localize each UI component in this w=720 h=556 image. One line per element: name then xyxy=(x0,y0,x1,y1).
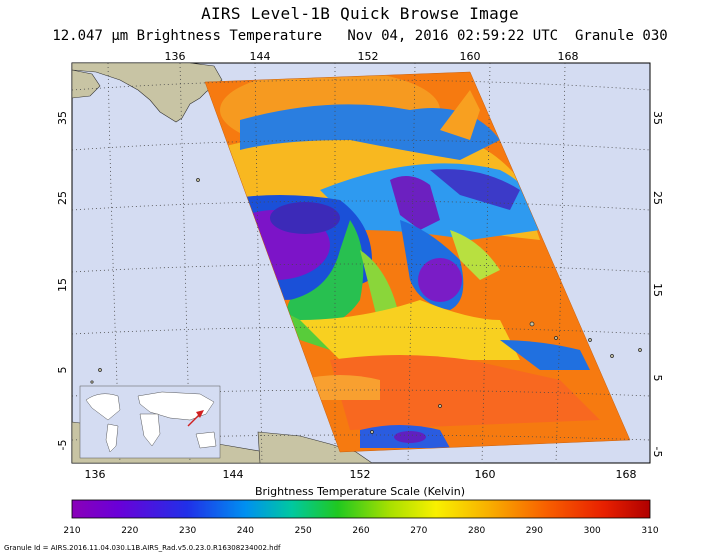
colorbar-tick: 210 xyxy=(63,526,80,536)
lat-label-left: 5 xyxy=(56,367,69,374)
colorbar-ticks: 210 220 230 240 250 260 270 280 290 300 … xyxy=(63,526,658,536)
wavelength-value: 12.047 xyxy=(52,28,103,44)
wavelength-unit: μm xyxy=(111,28,129,44)
colorbar-tick: 260 xyxy=(352,526,369,536)
colorbar-tick: 240 xyxy=(237,526,254,536)
page-title: AIRS Level-1B Quick Browse Image xyxy=(201,4,519,23)
lon-labels-top: 136 144 152 160 168 xyxy=(165,50,579,63)
lat-label-left: 35 xyxy=(56,111,69,125)
colorbar-gradient xyxy=(71,499,651,519)
colorbar-tick: 270 xyxy=(410,526,427,536)
colorbar-tick: 220 xyxy=(121,526,138,536)
lon-label-bottom: 144 xyxy=(223,468,244,481)
islands xyxy=(90,178,642,434)
lat-labels-right: 35 25 15 5 -5 xyxy=(651,111,664,457)
lon-label-top: 152 xyxy=(358,50,379,63)
granule-id: Granule Id = AIRS.2016.11.04.030.L1B.AIR… xyxy=(4,544,281,552)
land-japan xyxy=(72,63,223,123)
lon-label-bottom: 168 xyxy=(616,468,637,481)
lon-labels-bottom: 136 144 152 160 168 xyxy=(85,468,637,481)
lat-label-left: 15 xyxy=(56,278,69,292)
lat-label-right: 5 xyxy=(651,375,664,382)
map-area xyxy=(71,62,651,464)
colorbar-title: Brightness Temperature Scale (Kelvin) xyxy=(255,485,465,498)
land-korea xyxy=(72,69,101,99)
lat-label-left: 25 xyxy=(56,191,69,205)
colorbar: Brightness Temperature Scale (Kelvin) 21… xyxy=(63,485,658,536)
image-subtitle: 12.047 μm Brightness Temperature Nov 04,… xyxy=(0,28,720,44)
lat-label-right: -5 xyxy=(651,447,664,458)
lat-label-right: 15 xyxy=(651,283,664,297)
lon-label-bottom: 136 xyxy=(85,468,106,481)
lon-label-top: 160 xyxy=(460,50,481,63)
colorbar-tick: 290 xyxy=(526,526,543,536)
granule-label: Granule 030 xyxy=(574,28,668,44)
lon-label-top: 144 xyxy=(250,50,271,63)
colorbar-tick: 250 xyxy=(295,526,312,536)
lat-label-right: 25 xyxy=(651,191,664,205)
lat-label-right: 35 xyxy=(651,111,664,125)
world-locator-inset xyxy=(79,385,221,459)
land-new-guinea xyxy=(257,431,373,463)
lon-label-bottom: 152 xyxy=(350,468,371,481)
colorbar-tick: 300 xyxy=(584,526,601,536)
lat-labels-left: 35 25 15 5 -5 xyxy=(56,111,69,450)
colorbar-tick: 310 xyxy=(641,526,658,536)
lon-label-bottom: 160 xyxy=(475,468,496,481)
observation-time: 02:59:22 UTC xyxy=(456,28,559,44)
swath-outline xyxy=(204,71,631,453)
lon-label-top: 136 xyxy=(165,50,186,63)
colorbar-tick: 230 xyxy=(179,526,196,536)
observation-date: Nov 04, 2016 xyxy=(347,28,449,44)
lat-label-left: -5 xyxy=(56,440,69,451)
colorbar-tick: 280 xyxy=(468,526,485,536)
band-name: Brightness Temperature xyxy=(136,28,323,44)
lon-label-top: 168 xyxy=(558,50,579,63)
